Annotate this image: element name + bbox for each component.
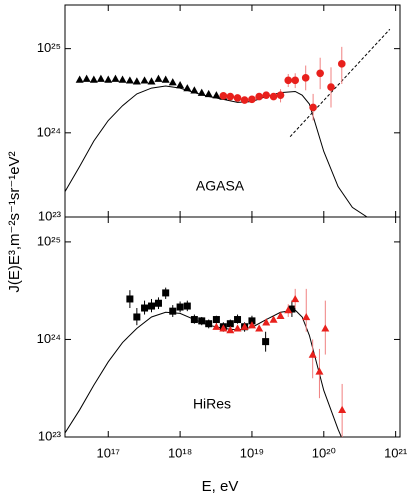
data-point [247, 321, 256, 329]
data-point [248, 317, 256, 325]
data-point [111, 74, 120, 82]
data-point [176, 80, 185, 89]
data-point [183, 302, 191, 310]
data-point [154, 299, 162, 307]
data-point [226, 320, 234, 328]
data-point [82, 74, 91, 82]
data-point [190, 86, 199, 94]
y-tick-label: 10²⁴ [37, 331, 61, 346]
data-point [219, 92, 228, 100]
data-point [133, 313, 141, 321]
x-tick-label: 10¹⁹ [240, 445, 264, 460]
data-point [309, 103, 317, 112]
data-point [255, 92, 263, 101]
data-point [316, 69, 324, 78]
data-point [212, 316, 220, 324]
data-point [276, 91, 285, 99]
plot-frame [64, 216, 401, 438]
data-point [291, 76, 300, 85]
data-point [269, 315, 278, 323]
data-point [190, 316, 198, 324]
data-point [162, 289, 170, 297]
data-point [234, 316, 242, 324]
data-point [308, 350, 317, 358]
data-point [302, 312, 311, 321]
data-point [226, 325, 235, 334]
x-tick-label: 10²¹ [384, 445, 408, 460]
data-point [284, 306, 293, 314]
plot-area [65, 28, 391, 217]
data-point [212, 322, 221, 330]
data-point [147, 77, 156, 85]
data-point [248, 95, 256, 104]
data-point [262, 338, 270, 346]
y-tick-label: 10²⁴ [37, 124, 61, 139]
data-point [141, 304, 149, 312]
data-point [226, 92, 235, 101]
model-curve [65, 85, 368, 217]
data-point [337, 60, 346, 68]
data-point [96, 74, 105, 82]
data-point [262, 318, 271, 326]
data-point [198, 317, 206, 325]
data-point [233, 324, 242, 332]
data-point [255, 324, 264, 332]
data-point [240, 96, 249, 104]
panel-label: AGASA [196, 178, 245, 194]
data-point [321, 324, 330, 332]
data-point [204, 89, 213, 98]
y-tick-label: 10²³ [38, 428, 62, 443]
data-point [276, 311, 285, 319]
data-point [148, 302, 156, 310]
data-point [168, 78, 177, 86]
data-point [205, 320, 213, 328]
data-point [240, 322, 249, 330]
data-point [315, 367, 324, 375]
x-tick-label: 10²⁰ [312, 445, 336, 460]
data-point [176, 303, 184, 311]
x-tick-label: 10¹⁷ [97, 445, 121, 460]
data-point [126, 295, 134, 303]
y-axis-label: J(E)E³,m⁻²s⁻¹sr⁻¹eV² [6, 151, 23, 292]
data-point [75, 75, 84, 83]
data-point [169, 307, 177, 315]
data-point [327, 83, 335, 91]
x-tick-label: 10¹⁸ [168, 445, 192, 460]
data-point [291, 294, 300, 303]
data-point [338, 405, 347, 414]
data-point [118, 75, 127, 83]
data-point [154, 74, 163, 82]
data-point [140, 76, 149, 84]
data-point [212, 91, 221, 99]
data-point [183, 84, 192, 92]
data-point [132, 77, 141, 85]
data-point [269, 92, 278, 101]
y-tick-label: 10²⁵ [37, 233, 61, 248]
data-point [161, 75, 170, 83]
data-point [284, 76, 293, 85]
data-point [104, 75, 113, 83]
data-point [219, 324, 228, 332]
data-point [262, 91, 271, 99]
data-point [125, 76, 134, 84]
data-point [233, 94, 242, 102]
model-curve [65, 309, 342, 437]
y-tick-label: 10²⁵ [37, 40, 61, 55]
plot-area [65, 287, 347, 437]
data-point [301, 74, 310, 82]
data-point [197, 88, 206, 96]
x-axis-label: E, eV [202, 478, 239, 495]
data-point [89, 75, 98, 83]
panel-label: HiRes [193, 396, 231, 412]
fit-line [289, 28, 391, 138]
y-tick-label: 10²³ [38, 208, 62, 223]
data-point [288, 305, 296, 313]
